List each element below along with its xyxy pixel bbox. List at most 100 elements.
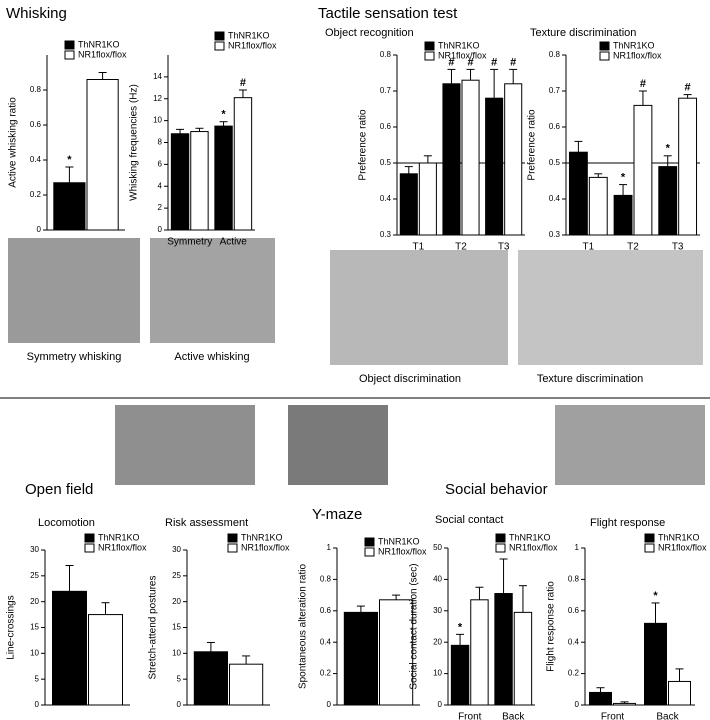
legend-swatch [214,41,225,51]
y-tick-label: 0 [327,700,332,709]
legend-label: ThNR1KO [78,39,120,49]
legend-swatch [64,50,75,60]
y-tick-label: 0 [158,225,163,234]
caption: Object discrimination [359,373,461,385]
y-tick-label: 10 [172,648,181,657]
x-tick-label: T1 [412,242,424,253]
chart-title: Social contact [435,514,503,526]
significance-marker: # [448,56,454,68]
legend-swatch [214,31,225,41]
bar [399,173,418,236]
y-tick-label: 0 [37,225,42,234]
legend-swatch [64,40,75,50]
chart-title: Locomotion [38,517,95,529]
y-tick-label: 10 [30,648,39,657]
legend-label: NR1flox/flox [378,546,427,556]
photo [8,238,140,343]
y-tick-label: 0.8 [320,575,332,584]
y-tick-label: 0.4 [549,194,561,203]
bar [504,83,523,236]
legend-label: NR1flox/flox [98,542,147,552]
significance-marker: # [685,82,691,94]
legend-label: NR1flox/flox [78,49,127,59]
y-axis-label: Social contact duration (sec) [409,563,420,689]
legend-label: NR1flox/flox [509,542,558,552]
bar [214,125,233,231]
bar [589,691,612,706]
chart-title: Object recognition [325,27,414,39]
chart-title: Flight response [590,517,665,529]
heading: Y-maze [312,506,362,523]
bar [588,176,608,236]
legend-label: ThNR1KO [438,40,480,50]
legend-swatch [599,41,610,51]
x-tick-label: Active [220,237,248,248]
bar [633,104,653,236]
y-tick-label: 12 [153,94,162,103]
y-tick-label: 0 [438,700,443,709]
y-tick-label: 0.4 [30,155,42,164]
significance-marker: * [653,590,658,602]
legend-swatch [84,533,95,543]
significance-marker: # [491,56,497,68]
y-tick-label: 0.4 [380,194,392,203]
legend-swatch [364,537,375,547]
bar [613,194,633,236]
legend-swatch [364,547,375,557]
chart-title: Texture discrimination [530,27,636,39]
x-tick-label: Back [502,712,525,720]
y-tick-label: 1 [327,543,332,552]
caption: Texture discrimination [537,373,643,385]
bar [442,83,461,236]
significance-marker: # [467,56,473,68]
caption: Symmetry whisking [27,351,122,363]
y-tick-label: 0.8 [380,50,392,59]
y-tick-label: 8 [158,138,163,147]
legend-label: ThNR1KO [228,30,270,40]
y-tick-label: 0.6 [568,606,580,615]
y-tick-label: 0.5 [380,158,392,167]
significance-marker: # [510,56,516,68]
photo [555,405,705,485]
legend-swatch [424,51,435,61]
legend-swatch [84,543,95,553]
y-tick-label: 20 [433,637,442,646]
bar [658,166,678,236]
significance-marker: * [221,109,226,121]
legend-label: NR1flox/flox [241,542,290,552]
significance-marker: * [67,154,72,166]
y-axis-label: Whisking frequencies (Hz) [129,84,140,201]
bar [461,79,480,236]
y-tick-label: 0 [177,700,182,709]
y-tick-label: 0.3 [380,230,392,239]
photo [330,250,508,365]
bar [678,97,698,236]
y-tick-label: 25 [30,571,39,580]
y-axis-label: Preference ratio [358,109,369,181]
y-tick-label: 0 [35,700,40,709]
legend-label: ThNR1KO [509,532,551,542]
y-tick-label: 0.5 [549,158,561,167]
legend-swatch [644,543,655,553]
x-tick-label: T1 [582,242,594,253]
y-tick-label: 20 [172,597,181,606]
bar [485,97,504,236]
bar [190,131,209,231]
bar [52,590,87,706]
significance-marker: * [621,172,626,184]
y-tick-label: 0.7 [549,86,561,95]
caption: Active whisking [174,351,249,363]
x-tick-label: Front [601,712,625,720]
y-tick-label: 0.4 [568,637,580,646]
heading: Social behavior [445,481,548,498]
y-tick-label: 10 [153,116,162,125]
y-tick-label: 6 [158,159,163,168]
legend-label: NR1flox/flox [228,40,277,50]
y-tick-label: 0.6 [380,122,392,131]
x-tick-label: Symmetry [167,237,212,248]
significance-marker: # [640,78,646,90]
legend-swatch [227,533,238,543]
y-axis-label: Line-crossings [6,595,17,659]
bar [229,663,264,706]
